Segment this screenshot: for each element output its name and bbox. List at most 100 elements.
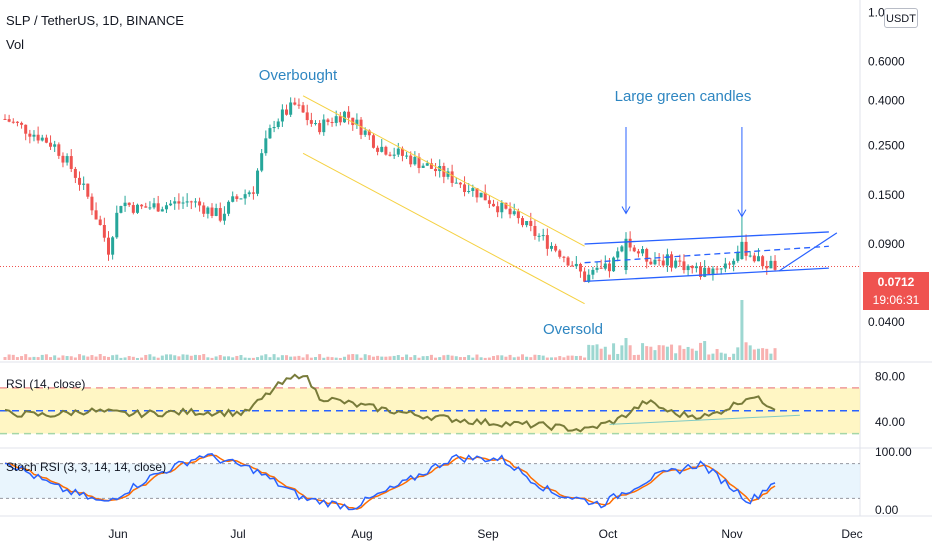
annotation-arrowhead bbox=[737, 209, 747, 218]
volume-bar bbox=[256, 357, 260, 360]
candle-body bbox=[314, 123, 317, 125]
candle-body bbox=[49, 142, 53, 147]
candle-body bbox=[285, 109, 289, 115]
volume-bar bbox=[297, 355, 301, 360]
candle-body bbox=[570, 265, 574, 267]
candle-body bbox=[148, 207, 152, 209]
candle-body bbox=[529, 221, 533, 226]
volume-bar bbox=[761, 348, 765, 360]
candle-body bbox=[607, 263, 611, 272]
candle-body bbox=[425, 163, 429, 166]
candle-body bbox=[421, 165, 425, 168]
candle-body bbox=[388, 154, 392, 156]
candle-body bbox=[264, 138, 268, 154]
volume-bar bbox=[624, 338, 628, 360]
stoch-tick: 0.00 bbox=[875, 503, 899, 517]
volume-bar bbox=[454, 356, 458, 360]
volume-bar bbox=[703, 341, 707, 360]
candle-body bbox=[591, 269, 595, 275]
candle-body bbox=[111, 237, 115, 255]
candle-body bbox=[231, 196, 235, 202]
candle-body bbox=[578, 263, 582, 272]
volume-bar bbox=[289, 356, 293, 360]
volume-bar bbox=[578, 355, 582, 360]
candle-body bbox=[732, 260, 736, 265]
volume-bar bbox=[562, 357, 566, 360]
volume-bar bbox=[678, 345, 682, 360]
candle-body bbox=[235, 196, 239, 199]
volume-bar bbox=[599, 348, 603, 360]
candle-body bbox=[380, 146, 384, 152]
last-price-tag: 0.0712 bbox=[863, 272, 929, 292]
candle-body bbox=[119, 206, 123, 213]
volume-bar bbox=[322, 357, 326, 360]
candle-body bbox=[36, 134, 40, 141]
down-channel-lower bbox=[302, 152, 585, 305]
volume-bar bbox=[185, 354, 189, 360]
volume-bar bbox=[227, 356, 231, 360]
candle-body bbox=[280, 109, 284, 122]
volume-bar bbox=[144, 354, 148, 360]
candle-body bbox=[690, 265, 694, 269]
candle-body bbox=[260, 153, 264, 171]
candle-body bbox=[98, 219, 102, 225]
volume-bar bbox=[264, 354, 268, 360]
volume-bar bbox=[670, 344, 674, 360]
annotation-large-green-candles: Large green candles bbox=[615, 88, 752, 105]
volume-bar bbox=[3, 357, 7, 360]
volume-bar bbox=[744, 342, 748, 360]
volume-bar bbox=[483, 357, 487, 360]
candle-body bbox=[479, 192, 483, 198]
candle-body bbox=[475, 188, 479, 198]
volume-bar bbox=[376, 355, 380, 360]
volume-bar bbox=[508, 354, 512, 360]
currency-button[interactable]: USDT bbox=[884, 8, 918, 28]
volume-bar bbox=[653, 350, 657, 360]
up-channel-upper bbox=[584, 231, 829, 245]
candle-body bbox=[322, 119, 326, 133]
volume-bar bbox=[111, 355, 115, 360]
candle-body bbox=[587, 274, 591, 282]
volume-bar bbox=[380, 356, 384, 360]
volume-bar bbox=[769, 353, 773, 360]
volume-bar bbox=[156, 357, 160, 360]
candle-body bbox=[363, 130, 367, 135]
candle-body bbox=[144, 206, 148, 208]
volume-bar bbox=[471, 357, 475, 360]
candle-body bbox=[595, 267, 599, 270]
volume-bar bbox=[173, 355, 177, 360]
candle-body bbox=[102, 224, 106, 238]
volume-bar bbox=[417, 357, 421, 360]
volume-bar bbox=[28, 357, 32, 360]
volume-bar bbox=[305, 354, 309, 360]
candle-body bbox=[239, 198, 243, 200]
candle-body bbox=[657, 259, 661, 261]
candle-body bbox=[454, 182, 458, 184]
candle-body bbox=[24, 124, 28, 134]
candle-body bbox=[512, 211, 516, 215]
down-channel-upper bbox=[302, 95, 585, 247]
volume-bar bbox=[53, 355, 57, 360]
volume-bar bbox=[558, 356, 562, 360]
volume-bar bbox=[15, 357, 19, 360]
candle-body bbox=[371, 135, 375, 148]
volume-bar bbox=[82, 355, 86, 360]
volume-bar bbox=[732, 353, 736, 360]
symbol-title: SLP / TetherUS, 1D, BINANCE bbox=[6, 13, 184, 28]
x-tick: Jun bbox=[108, 527, 127, 541]
volume-bar bbox=[326, 356, 330, 360]
price-tick: 0.0900 bbox=[868, 237, 905, 251]
annotation-arrowhead bbox=[621, 206, 631, 215]
volume-bar bbox=[301, 357, 305, 360]
candle-body bbox=[181, 202, 185, 204]
volume-bar bbox=[516, 356, 520, 360]
volume-bar bbox=[90, 355, 94, 360]
volume-bar bbox=[189, 355, 193, 360]
candle-body bbox=[367, 130, 371, 136]
volume-bar bbox=[467, 355, 471, 360]
volume-bar bbox=[421, 356, 425, 360]
volume-bar bbox=[429, 354, 433, 360]
candle-body bbox=[649, 261, 653, 265]
candle-body bbox=[417, 156, 421, 168]
candle-body bbox=[202, 205, 206, 214]
